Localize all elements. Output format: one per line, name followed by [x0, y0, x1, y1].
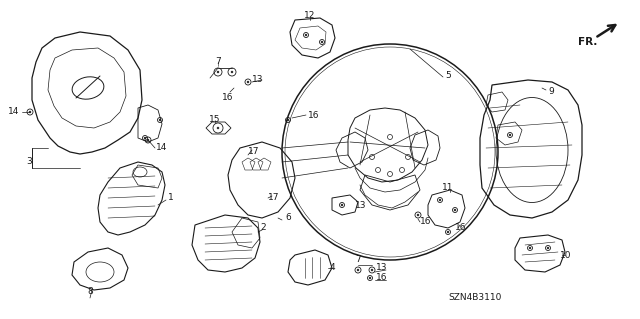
Circle shape: [321, 41, 323, 43]
Text: 13: 13: [252, 76, 264, 85]
Text: 9: 9: [548, 87, 554, 97]
Text: 15: 15: [209, 115, 221, 124]
Circle shape: [159, 119, 161, 121]
Circle shape: [371, 269, 373, 271]
Text: 17: 17: [268, 194, 280, 203]
Text: 1: 1: [168, 194, 173, 203]
Circle shape: [305, 34, 307, 36]
Text: 10: 10: [560, 250, 572, 259]
Circle shape: [147, 139, 149, 141]
Text: 3: 3: [26, 158, 32, 167]
Circle shape: [509, 134, 511, 136]
Text: 8: 8: [87, 287, 93, 296]
Circle shape: [417, 214, 419, 216]
Text: 7: 7: [355, 256, 361, 264]
Text: 7: 7: [215, 57, 221, 66]
Circle shape: [144, 137, 146, 139]
Text: 16: 16: [420, 218, 431, 226]
Text: 16: 16: [455, 224, 467, 233]
Circle shape: [231, 71, 233, 73]
Text: 6: 6: [285, 213, 291, 222]
Circle shape: [217, 71, 219, 73]
Text: FR.: FR.: [579, 37, 598, 47]
Circle shape: [287, 119, 289, 121]
Text: 2: 2: [260, 224, 266, 233]
Text: SZN4B3110: SZN4B3110: [448, 293, 501, 302]
Circle shape: [547, 247, 549, 249]
Circle shape: [369, 277, 371, 279]
Text: 16: 16: [308, 110, 319, 120]
Circle shape: [247, 81, 249, 83]
Circle shape: [447, 231, 449, 233]
Text: 4: 4: [330, 263, 335, 272]
Text: 14: 14: [156, 144, 168, 152]
Circle shape: [29, 111, 31, 113]
Text: 14: 14: [8, 108, 19, 116]
Circle shape: [439, 199, 441, 201]
Text: 16: 16: [222, 93, 234, 101]
Text: 13: 13: [376, 263, 387, 272]
Text: 13: 13: [355, 201, 367, 210]
Circle shape: [341, 204, 343, 206]
Text: 12: 12: [304, 11, 316, 19]
Text: 5: 5: [445, 70, 451, 79]
Text: 17: 17: [248, 147, 259, 157]
Circle shape: [529, 247, 531, 249]
Circle shape: [454, 209, 456, 211]
Circle shape: [357, 269, 359, 271]
Text: 16: 16: [376, 273, 387, 283]
Text: 11: 11: [442, 183, 454, 192]
Circle shape: [217, 127, 219, 129]
